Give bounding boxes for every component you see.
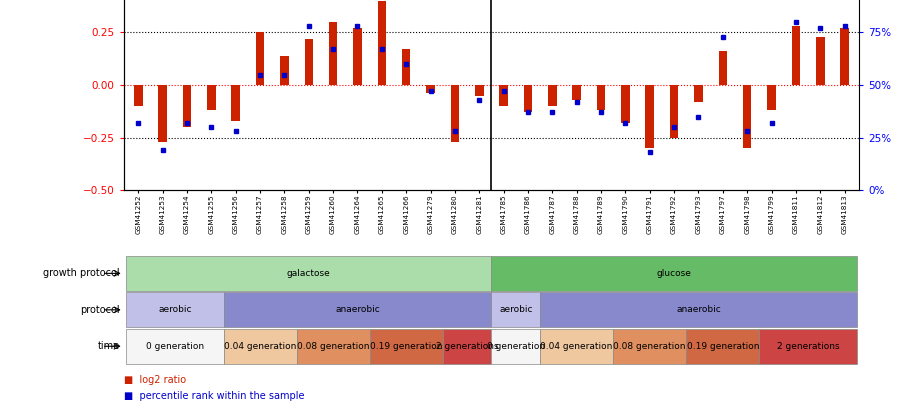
Text: 0 generation: 0 generation — [146, 342, 204, 351]
Bar — [670, 85, 679, 138]
Text: time: time — [98, 341, 120, 351]
Bar — [158, 85, 167, 142]
Bar — [329, 22, 337, 85]
Bar — [540, 329, 613, 364]
Bar — [524, 85, 532, 113]
Text: glucose: glucose — [657, 269, 692, 278]
Text: ■  percentile rank within the sample: ■ percentile rank within the sample — [124, 391, 304, 401]
Bar — [232, 85, 240, 121]
Bar — [126, 256, 491, 291]
Text: 0.08 generation: 0.08 generation — [297, 342, 369, 351]
Bar — [718, 51, 727, 85]
Bar — [491, 329, 540, 364]
Bar — [377, 1, 387, 85]
Bar — [759, 329, 856, 364]
Text: 2 generations: 2 generations — [436, 342, 498, 351]
Bar — [134, 85, 143, 106]
Text: 0.19 generation: 0.19 generation — [687, 342, 759, 351]
Text: aerobic: aerobic — [499, 305, 532, 314]
Bar — [596, 85, 605, 110]
Text: 2 generations: 2 generations — [777, 342, 839, 351]
Text: 0.04 generation: 0.04 generation — [540, 342, 613, 351]
Bar — [224, 329, 297, 364]
Text: galactose: galactose — [287, 269, 331, 278]
Bar — [840, 28, 849, 85]
Bar — [280, 55, 289, 85]
Text: 0.08 generation: 0.08 generation — [614, 342, 686, 351]
Text: growth protocol: growth protocol — [43, 269, 120, 278]
Bar — [686, 329, 759, 364]
Bar — [621, 85, 629, 123]
Bar — [572, 85, 581, 100]
Bar — [475, 85, 484, 96]
Bar — [694, 85, 703, 102]
Bar — [451, 85, 459, 142]
Bar — [207, 85, 215, 110]
Bar — [548, 85, 557, 106]
Bar — [370, 329, 442, 364]
Bar — [297, 329, 370, 364]
Text: 0.04 generation: 0.04 generation — [224, 342, 296, 351]
Bar — [768, 85, 776, 110]
Bar — [646, 85, 654, 148]
Bar — [442, 329, 491, 364]
Text: aerobic: aerobic — [158, 305, 191, 314]
Bar — [126, 329, 224, 364]
Text: ■  log2 ratio: ■ log2 ratio — [124, 375, 186, 385]
Text: anaerobic: anaerobic — [676, 305, 721, 314]
Bar — [182, 85, 191, 127]
Bar — [256, 32, 265, 85]
Bar — [126, 292, 224, 327]
Bar — [499, 85, 507, 106]
Bar — [491, 256, 856, 291]
Bar — [304, 39, 313, 85]
Bar — [426, 85, 435, 94]
Text: 0.19 generation: 0.19 generation — [370, 342, 442, 351]
Bar — [743, 85, 751, 148]
Text: protocol: protocol — [81, 305, 120, 315]
Bar — [402, 49, 410, 85]
Bar — [816, 36, 824, 85]
Bar — [791, 26, 801, 85]
Bar — [613, 329, 686, 364]
Bar — [224, 292, 491, 327]
Text: anaerobic: anaerobic — [335, 305, 380, 314]
Bar — [540, 292, 856, 327]
Bar — [491, 292, 540, 327]
Text: 0 generation: 0 generation — [486, 342, 545, 351]
Bar — [354, 28, 362, 85]
